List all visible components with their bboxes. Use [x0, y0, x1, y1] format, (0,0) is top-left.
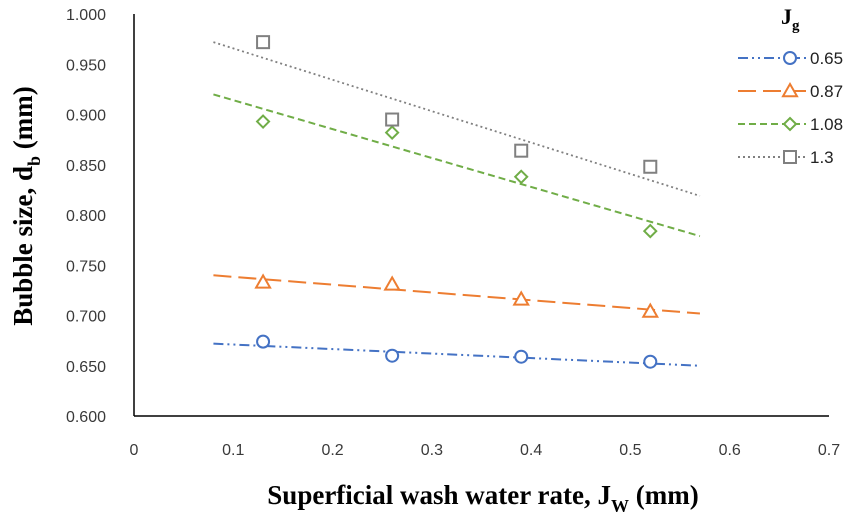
x-tick-label: 0.2	[321, 442, 343, 459]
y-tick-label: 0.850	[66, 158, 106, 175]
x-tick-label: 0.7	[818, 442, 840, 459]
trendline-0.65	[213, 342, 700, 367]
trendline-1.08	[213, 93, 701, 238]
legend-marker	[782, 116, 798, 132]
data-point	[383, 275, 401, 291]
data-point	[514, 349, 529, 364]
data-point	[256, 334, 271, 349]
legend-label: 0.87	[810, 82, 843, 101]
x-tick-label: 0.6	[719, 442, 741, 459]
y-tick-label: 0.900	[66, 108, 106, 125]
data-point	[385, 348, 400, 363]
data-point	[256, 35, 271, 50]
x-tick-label: 0.5	[619, 442, 641, 459]
x-tick-label: 0.4	[520, 442, 542, 459]
legend-label: 1.3	[810, 148, 834, 167]
y-tick-label: 0.600	[66, 409, 106, 426]
y-tick-label: 0.950	[66, 57, 106, 74]
y-tick-label: 0.700	[66, 309, 106, 326]
data-point	[643, 159, 658, 174]
y-axis-title: Bubble size, db (mm)	[8, 86, 44, 326]
legend-entry: 1.3	[738, 148, 834, 167]
data-point	[254, 273, 272, 289]
legend-entry: 0.87	[738, 81, 843, 101]
data-point	[385, 112, 400, 127]
legend-label: 0.65	[810, 49, 843, 68]
data-point	[512, 290, 530, 306]
data-point	[642, 223, 658, 239]
data-point	[641, 302, 660, 318]
trendline-0.87	[213, 274, 701, 315]
data-point	[643, 354, 658, 369]
x-tick-label: 0.3	[421, 442, 443, 459]
data-point	[255, 114, 271, 129]
data-point	[513, 169, 529, 185]
data-point	[514, 143, 529, 158]
legend-marker	[783, 150, 797, 164]
x-tick-label: 0.1	[222, 442, 244, 459]
x-axis-title: Superficial wash water rate, JW (mm)	[267, 480, 698, 516]
data-point	[384, 125, 400, 141]
legend-entry: 0.65	[738, 49, 843, 68]
legend-title: Jg	[781, 4, 800, 34]
y-tick-label: 0.750	[66, 258, 106, 275]
y-tick-label: 0.800	[66, 208, 106, 225]
y-tick-label: 0.650	[66, 359, 106, 376]
y-tick-label: 1.000	[66, 7, 106, 24]
legend-marker	[781, 81, 799, 98]
trendline-1.3	[213, 41, 701, 197]
legend-marker	[783, 51, 797, 65]
legend-label: 1.08	[810, 115, 843, 134]
x-tick-label: 0	[130, 442, 139, 459]
legend-entry: 1.08	[738, 115, 843, 134]
